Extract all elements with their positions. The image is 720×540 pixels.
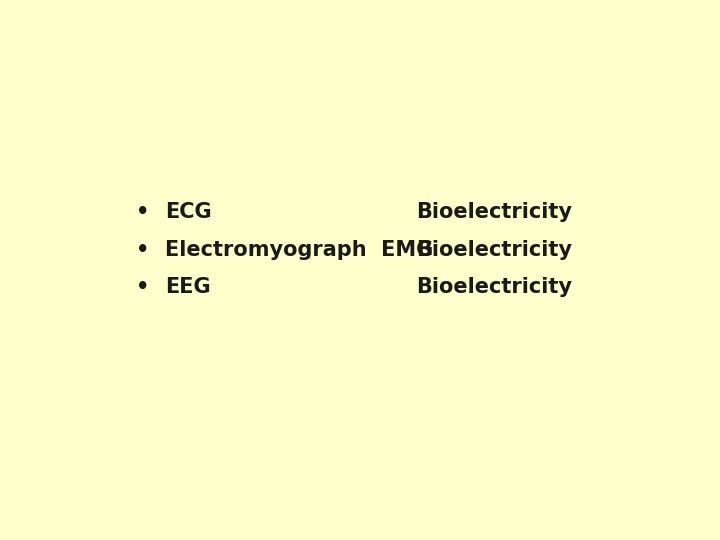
Text: •: • [136, 202, 150, 222]
Text: Bioelectricity: Bioelectricity [416, 202, 572, 222]
Text: ECG: ECG [166, 202, 212, 222]
Text: •: • [136, 240, 150, 260]
Text: Bioelectricity: Bioelectricity [416, 277, 572, 297]
Text: EEG: EEG [166, 277, 211, 297]
Text: Electromyograph  EMG: Electromyograph EMG [166, 240, 433, 260]
Text: •: • [136, 277, 150, 297]
Text: Bioelectricity: Bioelectricity [416, 240, 572, 260]
